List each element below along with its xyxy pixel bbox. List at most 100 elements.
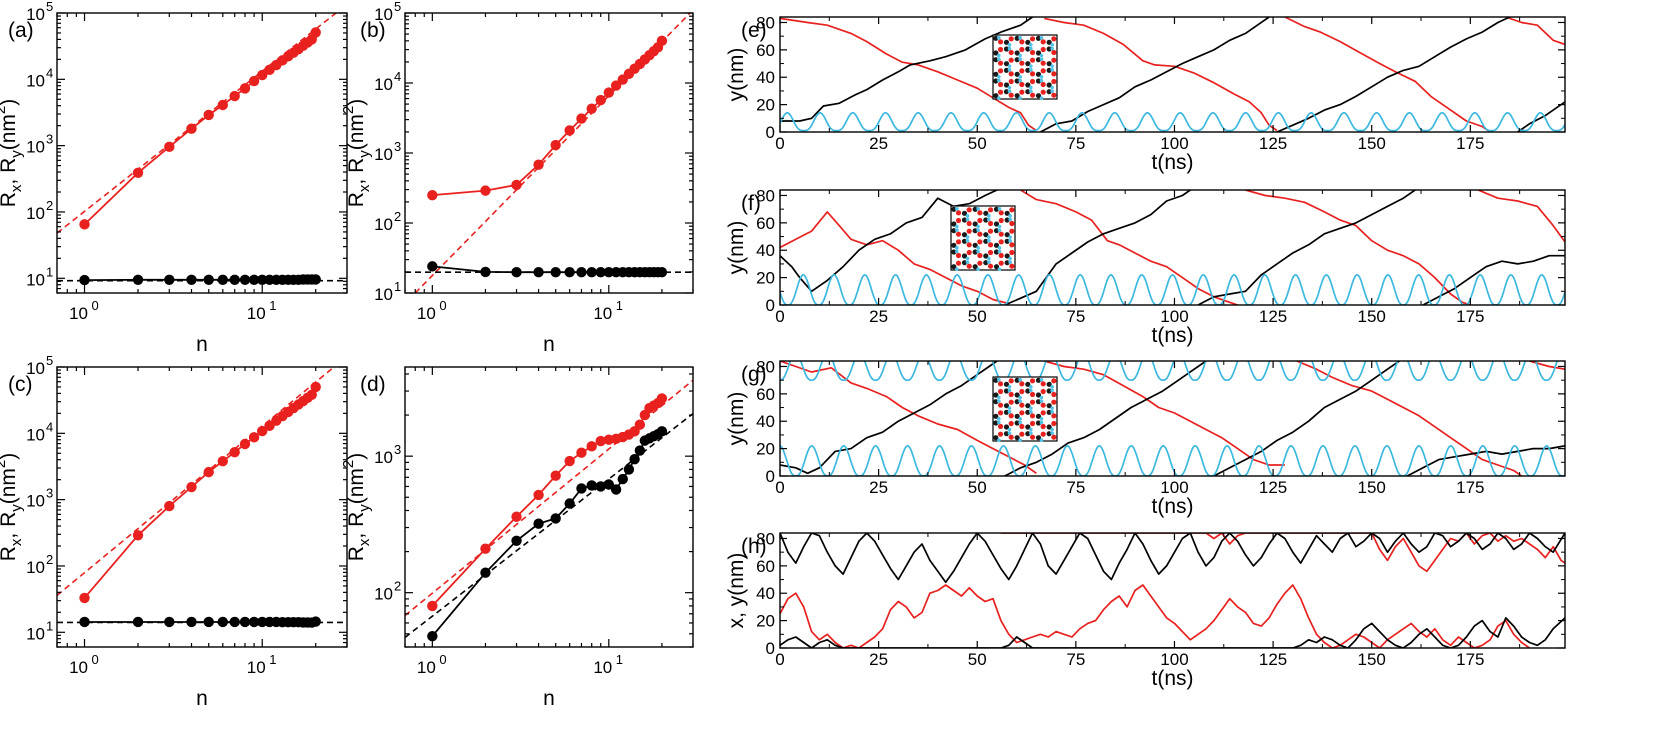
y-label-part: R bbox=[0, 512, 20, 527]
trajectory-red bbox=[1044, 17, 1278, 132]
data-point bbox=[603, 479, 615, 490]
y-tick-exponent: 5 bbox=[46, 0, 53, 14]
trajectory-red bbox=[1529, 361, 1565, 371]
data-point bbox=[248, 274, 260, 285]
trajectory-red-low bbox=[780, 584, 1530, 648]
y-tick-label: 10 bbox=[26, 138, 45, 157]
y-label-part: y bbox=[356, 150, 373, 158]
y-tick-exponent: 4 bbox=[46, 65, 53, 80]
y-label-part: ) bbox=[345, 99, 368, 106]
data-point bbox=[480, 266, 491, 278]
x-tick-label: 100 bbox=[1160, 478, 1188, 497]
axes-frame bbox=[779, 16, 1566, 133]
panel-label: (f) bbox=[741, 192, 761, 215]
y-tick-label: 10 bbox=[374, 145, 393, 164]
data-point bbox=[576, 113, 587, 124]
panel-label: (e) bbox=[741, 19, 767, 42]
y-tick-label: 10 bbox=[26, 71, 45, 90]
y-label-part: (nm bbox=[345, 468, 368, 504]
fit-line-black bbox=[405, 412, 693, 639]
data-point bbox=[610, 484, 622, 495]
x-tick-label: 25 bbox=[869, 307, 888, 326]
y-tick-label: 0 bbox=[766, 296, 775, 315]
y-tick-exponent: 3 bbox=[394, 442, 401, 457]
y-tick-label: 20 bbox=[756, 96, 775, 115]
y-label-part: y bbox=[356, 504, 373, 512]
data-point bbox=[610, 80, 622, 91]
y-tick-exponent: 5 bbox=[394, 0, 401, 14]
data-point bbox=[550, 267, 561, 278]
data-point bbox=[623, 464, 635, 475]
y-tick-label: 0 bbox=[766, 467, 775, 486]
data-point bbox=[239, 83, 251, 94]
plot-area bbox=[780, 190, 1565, 305]
data-point bbox=[480, 185, 491, 196]
trajectory-black bbox=[1517, 101, 1565, 132]
y-tick-label: 60 bbox=[756, 557, 775, 576]
data-point bbox=[586, 267, 597, 278]
x-tick-label: 75 bbox=[1066, 650, 1085, 669]
y-tick-label: 60 bbox=[756, 41, 775, 60]
data-point bbox=[306, 389, 317, 400]
x-tick-label: 75 bbox=[1066, 307, 1085, 326]
y-tick-label: 80 bbox=[756, 357, 775, 376]
data-point bbox=[511, 535, 522, 546]
x-tick-label: 10 bbox=[593, 658, 612, 677]
x-tick-exponent: 1 bbox=[616, 652, 623, 667]
x-axis-label: t(ns) bbox=[1152, 495, 1194, 518]
y-tick-label: 10 bbox=[26, 492, 45, 511]
y-label-part: , bbox=[345, 527, 368, 539]
data-point bbox=[203, 274, 214, 285]
data-point bbox=[203, 466, 214, 478]
data-point bbox=[217, 455, 228, 467]
trajectory-cyan bbox=[780, 274, 1565, 305]
x-tick-exponent: 1 bbox=[269, 652, 276, 667]
y-label-part: , bbox=[0, 527, 20, 539]
x-tick-label: 10 bbox=[69, 304, 88, 323]
x-axis-label: t(ns) bbox=[1152, 151, 1194, 174]
y-label-part: R bbox=[345, 158, 368, 173]
data-point bbox=[186, 616, 197, 628]
x-tick-label: 100 bbox=[1160, 650, 1188, 669]
x-tick-label: 25 bbox=[869, 134, 888, 153]
y-tick-label: 80 bbox=[756, 186, 775, 205]
data-point bbox=[586, 441, 597, 452]
trajectory-cyan bbox=[780, 111, 1565, 132]
data-point bbox=[310, 27, 321, 38]
data-point bbox=[239, 274, 251, 285]
data-point bbox=[595, 481, 606, 492]
y-axis-label: Rx, Ry(nm2) bbox=[0, 453, 25, 562]
data-point bbox=[229, 446, 240, 458]
y-label-part: R bbox=[345, 546, 368, 561]
x-tick-label: 150 bbox=[1358, 307, 1386, 326]
x-tick-label: 10 bbox=[247, 304, 266, 323]
trajectory-black bbox=[780, 17, 1033, 122]
y-tick-label: 0 bbox=[766, 123, 775, 142]
y-label-part: ) bbox=[345, 453, 368, 460]
x-tick-exponent: 1 bbox=[616, 298, 623, 313]
y-tick-exponent: 4 bbox=[394, 69, 401, 84]
y-label-part: y bbox=[8, 150, 25, 158]
y-tick-label: 40 bbox=[756, 68, 775, 87]
y-tick-label: 10 bbox=[26, 425, 45, 444]
plot-area bbox=[780, 361, 1565, 476]
x-axis-label: t(ns) bbox=[1152, 324, 1194, 347]
data-point bbox=[595, 94, 606, 106]
trajectory-black bbox=[1197, 190, 1416, 305]
axes-frame bbox=[56, 12, 348, 294]
x-tick-exponent: 0 bbox=[92, 652, 99, 667]
trajectory-red bbox=[1296, 361, 1523, 476]
y-tick-label: 40 bbox=[756, 241, 775, 260]
y-label-part: , bbox=[0, 173, 20, 185]
x-tick-exponent: 0 bbox=[439, 652, 446, 667]
data-point bbox=[586, 480, 597, 491]
y-label-part: 2 bbox=[340, 460, 357, 468]
x-tick-label: 175 bbox=[1456, 307, 1484, 326]
y-tick-label: 10 bbox=[26, 558, 45, 577]
panel-g: 0 25 50 75 100 125 150 175020406080t(ns)y(nm)(g… bbox=[725, 357, 1566, 518]
x-tick-label: 175 bbox=[1456, 650, 1484, 669]
data-point bbox=[79, 219, 90, 230]
data-point bbox=[203, 109, 214, 121]
